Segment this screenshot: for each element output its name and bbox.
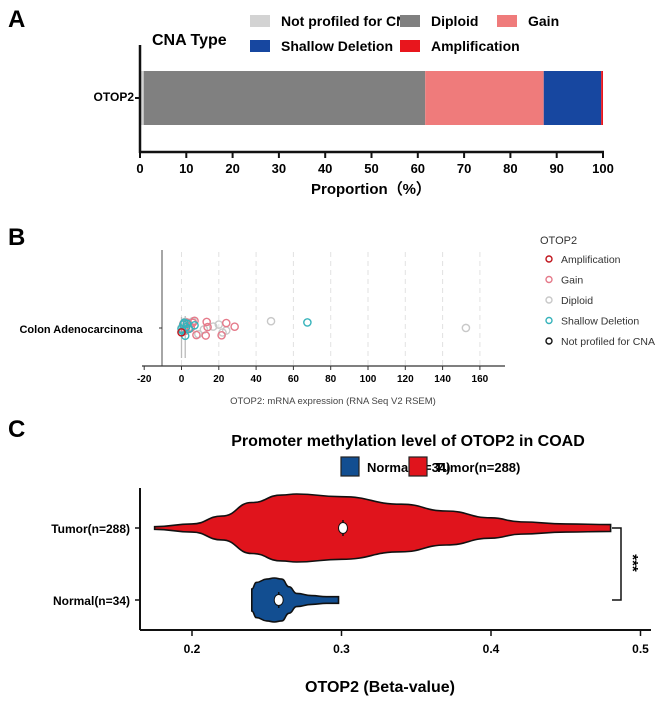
point-gain xyxy=(221,318,231,328)
y-tick-label: Tumor(n=288) xyxy=(51,522,130,536)
x-tick-label: 0.5 xyxy=(632,642,649,656)
bar-segment-0 xyxy=(140,71,144,125)
legend-label-2: Gain xyxy=(528,13,559,29)
x-tick-label: 10 xyxy=(179,161,193,176)
legend-label-4: Not profiled for CNA xyxy=(561,336,655,348)
panel-label-b: B xyxy=(8,224,25,251)
x-tick-label: 0 xyxy=(179,374,185,385)
x-tick-label: 20 xyxy=(225,161,239,176)
y-tick-label: Normal(n=34) xyxy=(53,594,130,608)
x-tick-label: -20 xyxy=(137,374,152,385)
legend-label-1: Diploid xyxy=(431,13,478,29)
x-tick-label: 30 xyxy=(272,161,286,176)
legend-swatch-1 xyxy=(400,15,420,27)
x-tick-label: 100 xyxy=(360,374,377,385)
bar-segment-2 xyxy=(425,71,544,125)
panel-label-a: A xyxy=(8,6,25,33)
median-marker xyxy=(337,522,348,534)
point-shallow-deletion xyxy=(190,320,199,330)
point-diploid xyxy=(266,316,276,326)
x-tick-label: 0 xyxy=(136,161,143,176)
legend-label-0: Amplification xyxy=(561,254,621,266)
x-tick-label: 60 xyxy=(288,374,300,385)
bar-segment-1 xyxy=(143,71,426,125)
x-tick-label: 0.3 xyxy=(333,642,350,656)
legend-swatch-3 xyxy=(250,40,270,52)
x-tick-label: 0.2 xyxy=(184,642,201,656)
x-tick-label: 120 xyxy=(397,374,414,385)
violin-normal xyxy=(251,577,340,623)
legend-swatch-2 xyxy=(497,15,517,27)
x-axis-label: OTOP2: mRNA expression (RNA Seq V2 RSEM) xyxy=(230,396,436,407)
legend-swatch-4 xyxy=(400,40,420,52)
point-diploid xyxy=(208,322,218,331)
legend-label-3: Shallow Deletion xyxy=(281,38,393,54)
point-gain xyxy=(190,316,199,326)
x-tick-label: 50 xyxy=(364,161,378,176)
mrna-scatter-chart: Colon Adenocarcinoma OTOP2 OTOP2: mRNA e… xyxy=(19,235,654,407)
x-tick-label: 20 xyxy=(213,374,225,385)
legend-label-2: Diploid xyxy=(561,295,593,307)
legend-label-1: Tumor(n=288) xyxy=(435,460,520,475)
bar-segment-3 xyxy=(543,71,602,125)
panel-label-c: C xyxy=(8,416,25,443)
methylation-violin-chart: Promoter methylation level of OTOP2 in C… xyxy=(51,433,651,696)
x-axis-label: OTOP2 (Beta-value) xyxy=(305,679,455,696)
point-gain xyxy=(201,331,211,340)
legend-label-3: Shallow Deletion xyxy=(561,316,639,328)
x-tick-label: 40 xyxy=(251,374,263,385)
median-marker xyxy=(273,594,284,606)
point-amplification xyxy=(177,328,186,337)
chart-title: Promoter methylation level of OTOP2 in C… xyxy=(231,433,585,450)
point-gain xyxy=(230,322,239,332)
violin-tumor xyxy=(153,493,612,563)
point-shallow-deletion xyxy=(303,318,312,327)
category-label: Colon Adenocarcinoma xyxy=(19,324,143,336)
point-gain xyxy=(203,322,212,332)
point-gain xyxy=(188,318,197,328)
point-gain xyxy=(202,317,211,327)
x-tick-label: 40 xyxy=(318,161,332,176)
legend-title: OTOP2 xyxy=(540,235,577,247)
x-tick-label: 80 xyxy=(325,374,337,385)
legend-marker-3 xyxy=(545,316,553,325)
legend-label-0: Not profiled for CNA xyxy=(281,13,416,29)
legend-label-1: Gain xyxy=(561,275,583,287)
legend-swatch-0 xyxy=(340,456,360,477)
x-tick-label: 140 xyxy=(434,374,451,385)
x-tick-label: 100 xyxy=(592,161,614,176)
category-label: OTOP2 xyxy=(94,90,135,104)
legend-marker-4 xyxy=(545,337,553,345)
x-tick-label: 80 xyxy=(503,161,517,176)
x-tick-label: 90 xyxy=(549,161,563,176)
point-diploid xyxy=(461,323,471,333)
x-tick-label: 70 xyxy=(457,161,471,176)
legend-marker-0 xyxy=(545,255,553,263)
cna-stacked-bar-chart: CNA Type OTOP2 Proportion（%） Not profile… xyxy=(94,13,614,198)
bar-segment-4 xyxy=(601,71,603,125)
x-axis-label: Proportion（%） xyxy=(311,180,431,198)
legend-swatch-0 xyxy=(250,15,270,27)
legend-swatch-1 xyxy=(408,456,428,477)
significance-label: *** xyxy=(624,554,641,572)
point-gain xyxy=(217,330,226,340)
legend-title: CNA Type xyxy=(152,32,227,49)
legend-label-4: Amplification xyxy=(431,38,520,54)
legend-marker-2 xyxy=(545,296,553,304)
significance-bracket xyxy=(612,527,622,601)
legend-marker-1 xyxy=(545,275,553,284)
x-tick-label: 0.4 xyxy=(483,642,500,656)
x-tick-label: 160 xyxy=(472,374,489,385)
point-gain xyxy=(192,330,201,340)
x-tick-label: 60 xyxy=(411,161,425,176)
